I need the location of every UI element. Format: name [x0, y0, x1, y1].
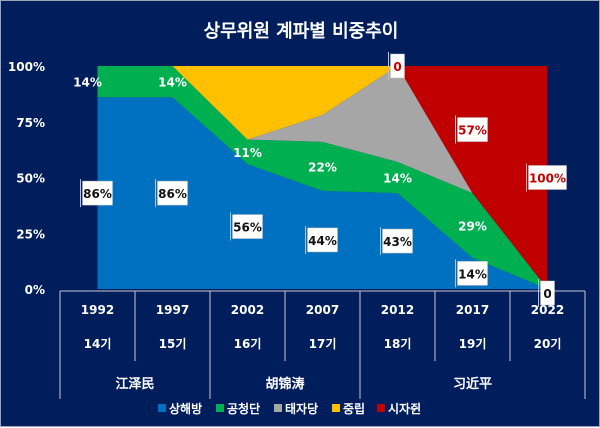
data-label-box: 14% [455, 259, 488, 288]
data-label-상해방: 14% [458, 267, 487, 281]
legend-label: 중립 [343, 402, 365, 416]
chart-title: 상무위원 계파별 비중추이 [204, 21, 399, 42]
legend-swatch-중립 [332, 404, 340, 412]
x-tick-year: 2007 [306, 303, 339, 317]
y-tick-label: 100% [8, 60, 45, 74]
x-tick-year: 2002 [231, 303, 264, 317]
x-tick-term: 16기 [234, 336, 262, 351]
data-label-background [457, 117, 488, 142]
y-tick-label: 0% [25, 283, 45, 297]
legend-swatch-시자쥔 [377, 404, 385, 412]
area-공청단 [97, 66, 548, 289]
legend-swatch-상해방 [158, 404, 166, 412]
data-label-box: 56% [230, 212, 263, 241]
data-label-box: 86% [80, 179, 113, 208]
data-label-box: 100% [526, 163, 567, 192]
x-tick-term: 15기 [159, 336, 187, 351]
x-tick-year: 1992 [81, 303, 114, 317]
x-tick-year: 1997 [156, 303, 189, 317]
legend-label: 태자당 [285, 401, 318, 416]
data-label-시자쥔: 0 [393, 60, 401, 74]
x-tick-term: 14기 [84, 336, 112, 351]
legend-label: 상해방 [169, 401, 202, 416]
x-group-leader: 江泽民 [115, 376, 154, 392]
x-tick-term: 20기 [534, 336, 562, 351]
area-태자당 [97, 66, 548, 289]
data-label-공청단: 29% [458, 219, 487, 233]
data-label-공청단: 14% [73, 76, 102, 90]
legend-label: 공청단 [227, 401, 260, 416]
data-label-background [82, 180, 113, 206]
data-label-box: 0 [388, 52, 405, 80]
data-label-background [157, 180, 188, 206]
data-label-상해방: 86% [158, 187, 187, 201]
data-label-공청단: 14% [158, 76, 187, 90]
x-group-leader: 胡锦涛 [265, 376, 304, 392]
area-중립 [97, 66, 548, 289]
data-label-상해방: 0 [543, 287, 551, 301]
legend-swatch-태자당 [274, 404, 282, 412]
data-label-box: 44% [305, 225, 338, 254]
x-tick-year: 2022 [531, 303, 564, 317]
data-label-상해방: 44% [308, 234, 337, 248]
data-label-background [457, 261, 488, 286]
data-label-box: 57% [455, 115, 488, 144]
data-label-box: 43% [380, 227, 413, 256]
data-label-background [307, 227, 338, 253]
data-label-background [232, 214, 263, 239]
y-tick-label: 25% [16, 227, 45, 241]
y-tick-label: 50% [16, 172, 45, 186]
data-label-box: 0 [538, 279, 555, 307]
data-label-시자쥔: 57% [458, 124, 487, 138]
x-tick-term: 18기 [384, 336, 412, 351]
data-label-background [540, 280, 555, 306]
x-tick-term: 19기 [459, 336, 487, 351]
data-label-공청단: 14% [383, 172, 412, 186]
x-tick-year: 2017 [456, 303, 489, 317]
data-label-상해방: 56% [233, 221, 262, 235]
data-label-background [528, 165, 567, 190]
y-tick-label: 75% [16, 116, 45, 130]
data-label-background [390, 53, 405, 79]
data-label-background [382, 228, 413, 254]
x-tick-year: 2012 [381, 303, 414, 317]
area-시자쥔 [97, 66, 548, 289]
data-label-상해방: 86% [83, 187, 112, 201]
data-label-box: 86% [155, 179, 188, 208]
data-label-시자쥔: 100% [529, 172, 566, 186]
data-label-상해방: 43% [383, 235, 412, 249]
x-group-leader: 习近平 [453, 376, 492, 392]
legend-label: 시자쥔 [388, 401, 421, 416]
data-label-공청단: 11% [233, 146, 262, 160]
area-상해방 [97, 97, 548, 289]
legend-swatch-공청단 [216, 404, 224, 412]
data-label-공청단: 22% [308, 160, 337, 174]
x-tick-term: 17기 [309, 336, 337, 351]
